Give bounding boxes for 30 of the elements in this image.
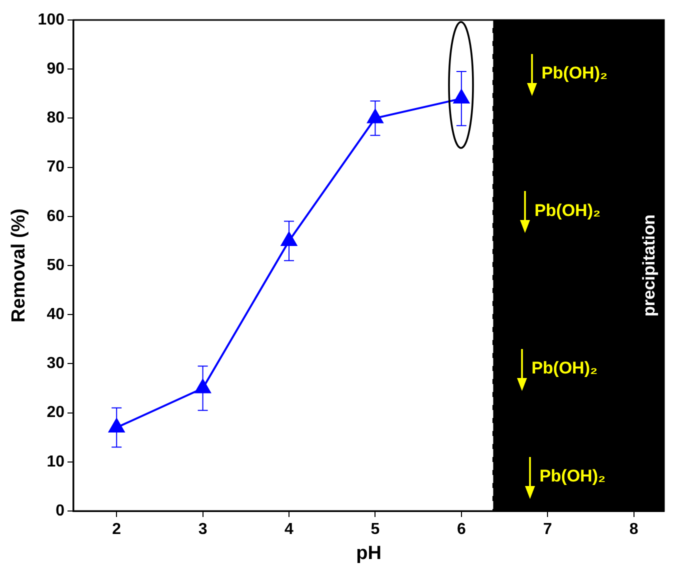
y-axis-title: Removal (%) [8,208,30,323]
y-tick-label: 90 [46,60,65,78]
point [453,90,470,104]
y-tick-label: 80 [46,110,65,127]
annotation: Pb(OH)₂ [534,201,601,220]
annotation: Pb(OH)₂ [541,64,608,83]
annotation: Pb(OH)₂ [531,358,598,378]
x-tick-label: 4 [284,521,294,538]
y-tick-label: 30 [46,355,65,372]
y-tick-label: 70 [46,158,65,176]
x-tick-label: 2 [112,521,122,538]
y-tick-label: 50 [46,256,65,274]
y-tick-label: 60 [46,208,65,225]
x-tick-label: 7 [543,521,552,538]
x-tick-label: 3 [198,521,208,538]
point [194,379,211,394]
point [367,109,384,124]
point [281,232,297,246]
y-tick-label: 0 [56,502,65,520]
annotation: Pb(OH)₂ [539,466,606,486]
y-tick-label: 40 [46,306,65,324]
x-tick-label: 5 [370,521,380,538]
band-label: precipitation [640,214,659,317]
point [108,418,125,433]
x-tick-label: 6 [456,521,466,538]
x-axis-title: pH [356,542,382,564]
y-tick-label: 20 [46,404,65,422]
y-tick-label: 100 [38,11,65,28]
y-tick-label: 10 [46,453,65,470]
x-tick-label: 8 [629,521,638,538]
